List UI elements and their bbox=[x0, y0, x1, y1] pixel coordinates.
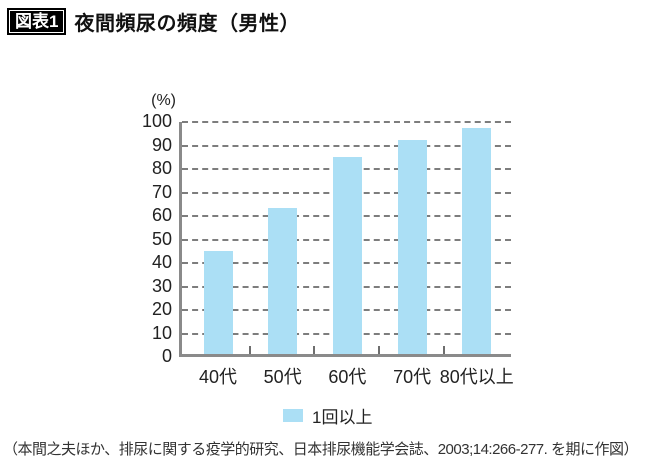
y-axis-tick-label: 80 bbox=[151, 158, 172, 178]
bar-3 bbox=[332, 156, 362, 354]
category-boundary-tick bbox=[248, 346, 251, 354]
legend-label: 1回以上 bbox=[312, 408, 373, 427]
y-axis-tick-label: 10 bbox=[151, 322, 172, 343]
x-axis-label-1: 40代 bbox=[198, 367, 238, 387]
x-axis-label-2: 50代 bbox=[263, 367, 302, 387]
category-boundary-tick bbox=[313, 346, 316, 354]
x-axis-label-3: 60代 bbox=[328, 367, 367, 387]
y-axis-unit-label: (%) bbox=[151, 92, 176, 109]
bar-4 bbox=[397, 140, 427, 354]
y-axis-tick-label: 0 bbox=[161, 346, 172, 366]
gridline bbox=[182, 121, 511, 123]
gridline bbox=[182, 144, 511, 147]
category-boundary-tick bbox=[378, 346, 381, 354]
y-axis-tick-label: 40 bbox=[151, 252, 172, 272]
y-axis-tick-label: 20 bbox=[151, 299, 172, 319]
chart-header: 図表1 夜間頻尿の頻度（男性） bbox=[7, 7, 300, 36]
page-title: 夜間頻尿の頻度（男性） bbox=[74, 13, 300, 35]
bar-1 bbox=[203, 250, 233, 354]
category-boundary-tick bbox=[442, 346, 445, 354]
bar-5 bbox=[462, 128, 492, 354]
figure-number-badge: 図表1 bbox=[7, 8, 67, 35]
y-axis-tick-label: 90 bbox=[151, 134, 172, 155]
y-axis-tick-label: 100 bbox=[141, 111, 172, 131]
x-axis-label-4: 70代 bbox=[393, 367, 432, 387]
y-axis-tick-label: 60 bbox=[151, 205, 172, 225]
bar-2 bbox=[268, 208, 298, 354]
y-axis-tick-label: 50 bbox=[151, 228, 172, 249]
y-axis-tick-label: 70 bbox=[151, 181, 172, 202]
legend-swatch bbox=[283, 409, 303, 422]
legend: 1回以上 bbox=[283, 403, 372, 428]
y-axis-tick-label: 30 bbox=[151, 275, 172, 296]
x-axis-label-5: 80代以上 bbox=[439, 367, 514, 387]
plot-area bbox=[179, 121, 511, 357]
source-citation: （本間之夫ほか、排尿に関する疫学的研究、日本排尿機能学会誌、2003;14:26… bbox=[3, 441, 638, 458]
